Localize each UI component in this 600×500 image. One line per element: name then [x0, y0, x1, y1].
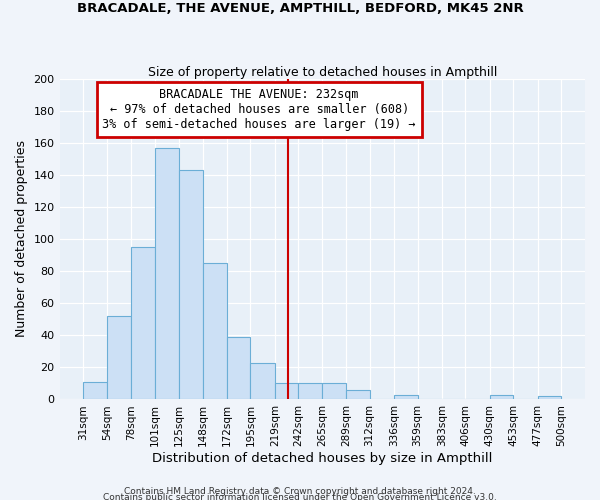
Bar: [107, 316, 131, 400]
Bar: [155, 148, 179, 400]
Bar: [275, 384, 298, 400]
Bar: [83, 382, 107, 400]
Bar: [490, 394, 513, 400]
Bar: [298, 384, 322, 400]
Bar: [538, 396, 561, 400]
Text: BRACADALE THE AVENUE: 232sqm
← 97% of detached houses are smaller (608)
3% of se: BRACADALE THE AVENUE: 232sqm ← 97% of de…: [103, 88, 416, 131]
Text: Contains public sector information licensed under the Open Government Licence v3: Contains public sector information licen…: [103, 492, 497, 500]
X-axis label: Distribution of detached houses by size in Ampthill: Distribution of detached houses by size …: [152, 452, 493, 465]
Bar: [322, 384, 346, 400]
Bar: [131, 247, 155, 400]
Bar: [203, 263, 227, 400]
Bar: [346, 390, 370, 400]
Text: Contains HM Land Registry data © Crown copyright and database right 2024.: Contains HM Land Registry data © Crown c…: [124, 486, 476, 496]
Bar: [227, 337, 250, 400]
Y-axis label: Number of detached properties: Number of detached properties: [15, 140, 28, 338]
Title: Size of property relative to detached houses in Ampthill: Size of property relative to detached ho…: [148, 66, 497, 78]
Bar: [179, 170, 203, 400]
Bar: [250, 362, 275, 400]
Bar: [394, 394, 418, 400]
Text: BRACADALE, THE AVENUE, AMPTHILL, BEDFORD, MK45 2NR: BRACADALE, THE AVENUE, AMPTHILL, BEDFORD…: [77, 2, 523, 16]
